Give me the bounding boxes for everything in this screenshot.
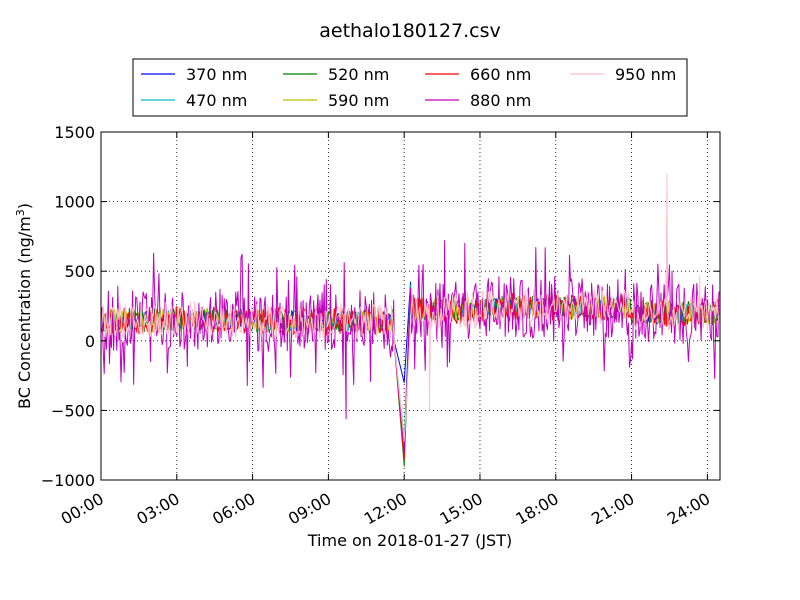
x-tick-label: 03:00 (133, 489, 182, 529)
legend-frame (132, 58, 688, 117)
y-tick-label: 500 (64, 262, 95, 281)
x-tick-label: 24:00 (664, 489, 713, 529)
y-axis-label: BC Concentration (ng/m3) (14, 203, 35, 409)
series-line-950nm (101, 173, 720, 442)
legend-label: 370 nm (186, 65, 247, 84)
legend-label: 950 nm (615, 65, 676, 84)
legend: 370 nm 470 nm 520 nm 590 nm 660 nm 880 nm 950 … (132, 58, 688, 117)
legend-label: 660 nm (470, 65, 531, 84)
legend-label: 880 nm (470, 91, 531, 110)
y-tick-label: −1000 (41, 471, 95, 490)
plot-frame (100, 131, 721, 481)
series-lines (101, 173, 720, 467)
x-tick-label: 18:00 (512, 489, 561, 529)
y-tick-label: 1500 (54, 123, 95, 142)
y-tick-label: 0 (85, 332, 95, 351)
legend-label: 590 nm (328, 91, 389, 110)
legend-label: 470 nm (186, 91, 247, 110)
y-tick-label: 1000 (54, 193, 95, 212)
x-tick-label: 06:00 (209, 489, 258, 529)
x-tick-label: 00:00 (58, 489, 107, 529)
chart-title: aethalo180127.csv (319, 20, 501, 42)
x-tick-label: 09:00 (285, 489, 334, 529)
x-tick-label: 21:00 (588, 489, 637, 529)
x-axis-label: Time on 2018-01-27 (JST) (307, 531, 512, 550)
x-tick-label: 12:00 (361, 489, 410, 529)
y-tick-label: −500 (51, 401, 95, 420)
legend-label: 520 nm (328, 65, 389, 84)
x-tick-label: 15:00 (437, 489, 486, 529)
series-line-880nm (101, 222, 720, 453)
